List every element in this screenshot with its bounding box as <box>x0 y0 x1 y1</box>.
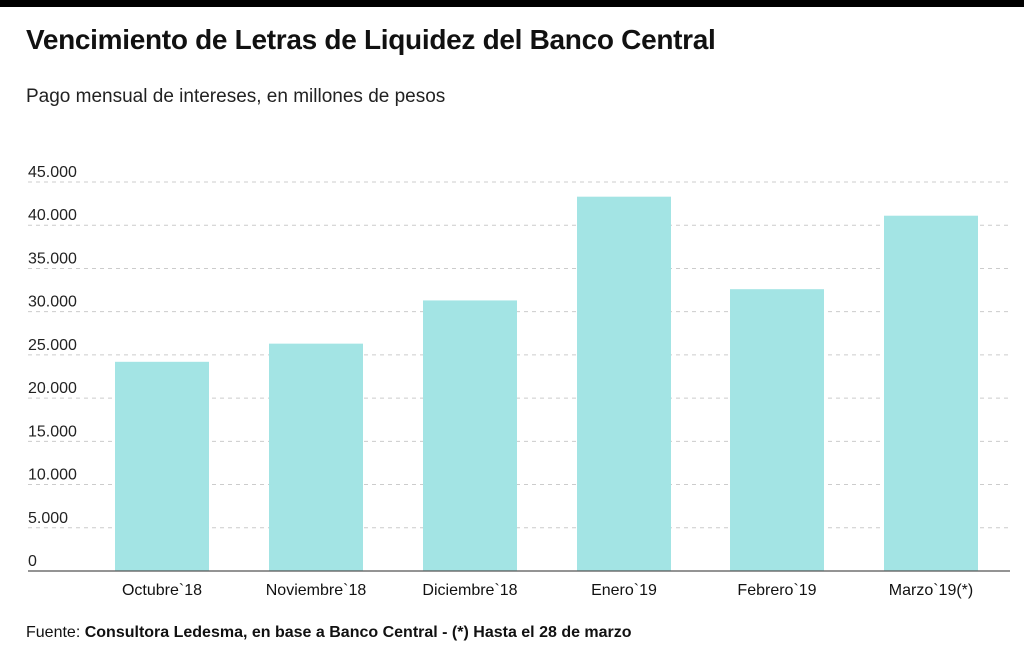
y-tick-label: 40.000 <box>28 207 77 224</box>
source-label: Fuente: <box>26 624 81 641</box>
bar-5 <box>730 289 824 571</box>
chart-subtitle: Pago mensual de intereses, en millones d… <box>26 86 446 107</box>
x-category-label: Marzo`19(*) <box>889 582 973 599</box>
x-category-label: Enero`19 <box>591 582 657 599</box>
y-tick-label: 10.000 <box>28 467 77 484</box>
y-tick-label: 30.000 <box>28 294 77 311</box>
y-tick-label: 35.000 <box>28 250 77 267</box>
y-tick-label: 0 <box>28 553 37 570</box>
x-axis-labels: Octubre`18 Noviembre`18 Diciembre`18 Enero`… <box>122 582 973 599</box>
chart-title: Vencimiento de Letras de Liquidez del Ba… <box>26 24 716 55</box>
bar-6 <box>884 215 978 572</box>
bar-1 <box>115 361 209 571</box>
x-category-label: Octubre`18 <box>122 582 202 599</box>
x-category-label: Febrero`19 <box>737 582 816 599</box>
y-axis-ticks: 0 5.000 10.000 15.000 20.000 25.000 30.000 35.0… <box>28 164 77 570</box>
bar-4 <box>577 196 671 571</box>
x-category-label: Diciembre`18 <box>422 582 517 599</box>
bar-3 <box>423 300 517 571</box>
y-tick-label: 15.000 <box>28 423 77 440</box>
top-rule <box>0 0 1024 7</box>
y-tick-label: 5.000 <box>28 510 68 527</box>
bar-chart: 0 5.000 10.000 15.000 20.000 25.000 30.000 35.0… <box>28 164 1010 599</box>
bar-2 <box>269 343 363 571</box>
x-category-label: Noviembre`18 <box>266 582 367 599</box>
source-text: Consultora Ledesma, en base a Banco Cent… <box>84 624 632 641</box>
y-tick-label: 20.000 <box>28 380 77 397</box>
y-tick-label: 25.000 <box>28 337 77 354</box>
y-tick-label: 45.000 <box>28 164 77 181</box>
bars <box>115 196 978 572</box>
source-note: Fuente: Consultora Ledesma, en base a Ba… <box>26 624 632 642</box>
